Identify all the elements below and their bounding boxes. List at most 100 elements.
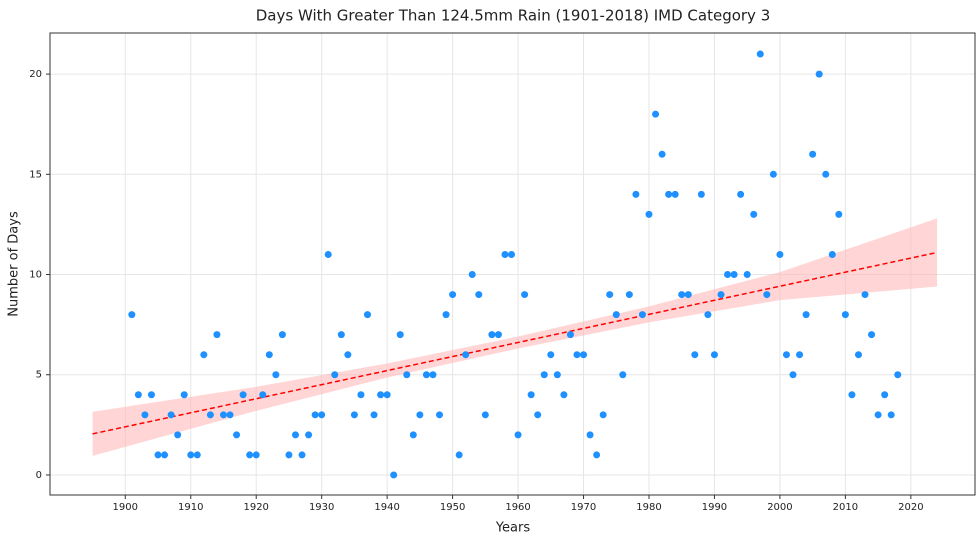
x-tick-label: 1960 — [505, 502, 530, 513]
x-tick-label: 2000 — [767, 502, 792, 513]
data-point — [134, 391, 142, 399]
data-point — [809, 150, 817, 158]
data-point — [390, 471, 398, 479]
data-point — [278, 331, 286, 339]
data-point — [730, 271, 738, 279]
data-point — [239, 391, 247, 399]
data-point — [881, 391, 889, 399]
x-tick-label: 2020 — [898, 502, 923, 513]
y-tick-label: 5 — [36, 370, 42, 381]
data-point — [298, 451, 306, 459]
x-tick-label: 1940 — [374, 502, 399, 513]
data-point — [632, 190, 640, 198]
data-point — [665, 190, 673, 198]
data-point — [494, 331, 502, 339]
data-point — [743, 271, 751, 279]
data-point — [874, 411, 882, 419]
data-point — [828, 250, 836, 258]
data-point — [291, 431, 299, 439]
data-point — [508, 250, 516, 258]
data-point — [822, 170, 830, 178]
data-point — [848, 391, 856, 399]
data-point — [573, 351, 581, 359]
data-point — [455, 451, 463, 459]
data-point — [782, 351, 790, 359]
x-tick-label: 1930 — [309, 502, 334, 513]
data-point — [606, 291, 614, 299]
data-point — [403, 371, 411, 379]
data-point — [468, 271, 476, 279]
data-point — [684, 291, 692, 299]
data-point — [449, 291, 457, 299]
data-point — [566, 331, 574, 339]
data-point — [756, 50, 764, 58]
data-point — [894, 371, 902, 379]
data-point — [887, 411, 895, 419]
confidence-band — [92, 218, 938, 456]
x-tick-label: 1910 — [178, 502, 203, 513]
data-point — [200, 351, 208, 359]
y-tick-label: 20 — [29, 69, 42, 80]
data-point — [226, 411, 234, 419]
data-point — [815, 70, 823, 78]
data-point — [442, 311, 450, 319]
data-point — [802, 311, 810, 319]
data-point — [324, 250, 332, 258]
data-point — [612, 311, 620, 319]
data-point — [174, 431, 182, 439]
data-point — [416, 411, 424, 419]
data-point — [213, 331, 221, 339]
x-tick-label: 1950 — [440, 502, 465, 513]
data-point — [763, 291, 771, 299]
data-point — [534, 411, 542, 419]
plot-frame — [49, 32, 976, 496]
data-point — [540, 371, 548, 379]
data-point — [409, 431, 417, 439]
data-point — [638, 311, 646, 319]
data-point — [710, 351, 718, 359]
data-point — [514, 431, 522, 439]
data-point — [521, 291, 529, 299]
data-point — [187, 451, 195, 459]
data-point — [436, 411, 444, 419]
data-point — [697, 190, 705, 198]
data-point — [835, 210, 843, 218]
data-point — [560, 391, 568, 399]
data-point — [252, 451, 260, 459]
data-point — [652, 110, 660, 118]
data-point — [475, 291, 483, 299]
data-point — [776, 250, 784, 258]
data-point — [363, 311, 371, 319]
chart-title: Days With Greater Than 124.5mm Rain (190… — [256, 7, 771, 25]
data-point — [553, 371, 561, 379]
data-point — [357, 391, 365, 399]
y-tick-label: 0 — [36, 470, 42, 481]
x-tick-label: 2010 — [833, 502, 858, 513]
data-point — [593, 451, 601, 459]
data-point — [167, 411, 175, 419]
data-point — [796, 351, 804, 359]
data-point — [259, 391, 267, 399]
data-point — [370, 411, 378, 419]
data-point — [331, 371, 339, 379]
data-point — [527, 391, 535, 399]
data-point — [318, 411, 326, 419]
data-point — [422, 371, 430, 379]
y-axis-label: Number of Days — [7, 211, 22, 317]
data-point — [311, 411, 319, 419]
data-point — [233, 431, 241, 439]
x-tick-label: 1920 — [243, 502, 268, 513]
data-point — [285, 451, 293, 459]
data-point — [580, 351, 588, 359]
data-point — [305, 431, 313, 439]
data-point — [272, 371, 280, 379]
data-point — [645, 210, 653, 218]
data-point — [854, 351, 862, 359]
data-point — [161, 451, 169, 459]
data-point — [737, 190, 745, 198]
data-point — [337, 331, 345, 339]
data-point — [246, 451, 254, 459]
data-point — [717, 291, 725, 299]
data-point — [141, 411, 149, 419]
data-point — [619, 371, 627, 379]
